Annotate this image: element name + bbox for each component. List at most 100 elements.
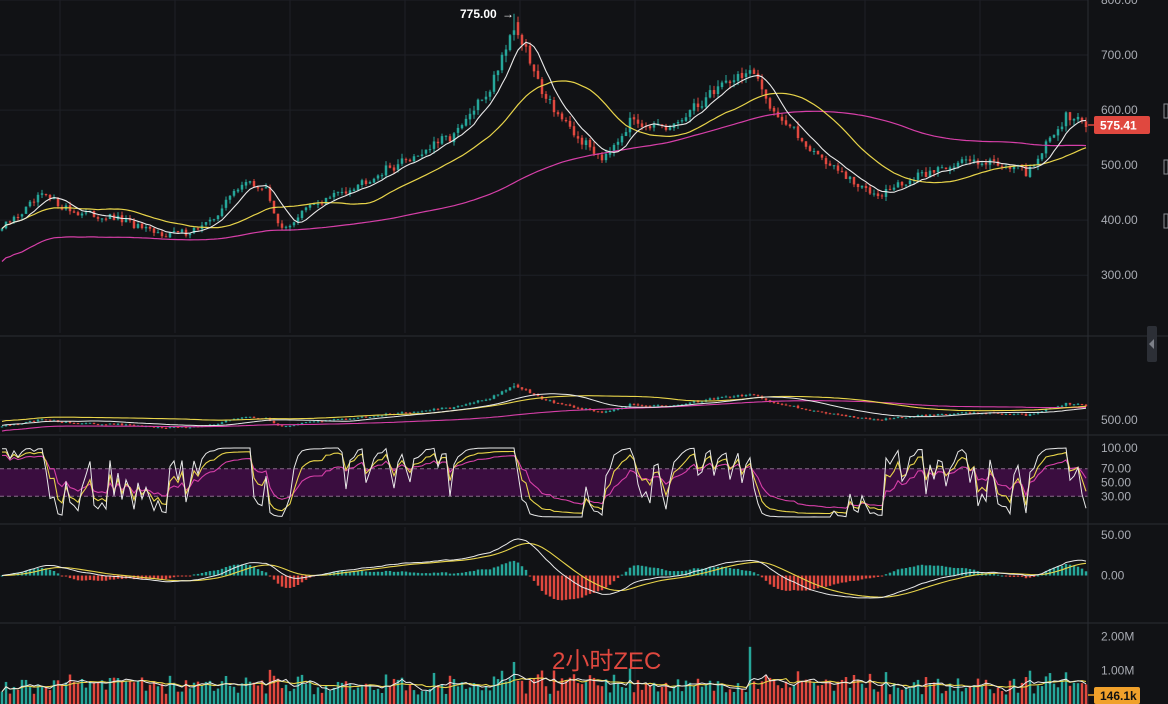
volume-bar[interactable] (296, 676, 300, 704)
volume-bar[interactable] (256, 685, 260, 704)
candle-body[interactable] (608, 151, 612, 155)
volume-bar[interactable] (860, 683, 864, 704)
overlay-candle-body[interactable] (772, 402, 776, 404)
candle-body[interactable] (668, 127, 672, 130)
volume-bar[interactable] (1044, 676, 1048, 704)
candle-body[interactable] (888, 188, 892, 190)
overlay-candle-body[interactable] (608, 410, 612, 412)
overlay-candle-body[interactable] (340, 419, 344, 421)
volume-bar[interactable] (184, 680, 188, 704)
volume-bar[interactable] (12, 686, 16, 704)
macd-histogram-bar[interactable] (852, 575, 856, 581)
macd-histogram-bar[interactable] (1084, 571, 1088, 576)
volume-bar[interactable] (808, 680, 812, 704)
candle-body[interactable] (1080, 117, 1084, 121)
overlay-candle-body[interactable] (380, 415, 384, 417)
macd-histogram-bar[interactable] (616, 575, 620, 578)
candle-body[interactable] (960, 159, 964, 163)
volume-bar[interactable] (360, 684, 364, 704)
macd-histogram-bar[interactable] (364, 571, 368, 576)
macd-histogram-bar[interactable] (40, 567, 44, 576)
candle-body[interactable] (72, 211, 76, 213)
macd-histogram-bar[interactable] (144, 575, 148, 579)
rsi-pane[interactable] (0, 447, 1088, 518)
volume-bar[interactable] (88, 681, 92, 704)
macd-histogram-bar[interactable] (116, 575, 120, 579)
overlay-candle-body[interactable] (1028, 413, 1032, 416)
candle-body[interactable] (180, 229, 184, 233)
candle-body[interactable] (728, 81, 732, 84)
macd-histogram-bar[interactable] (640, 565, 644, 576)
volume-bar[interactable] (596, 685, 600, 704)
candle-body[interactable] (1072, 119, 1076, 121)
overlay-candle-body[interactable] (596, 411, 600, 413)
macd-histogram-bar[interactable] (52, 570, 56, 576)
candle-body[interactable] (408, 159, 412, 162)
candle-body[interactable] (376, 175, 380, 179)
overlay-candle-body[interactable] (996, 412, 1000, 414)
volume-bar[interactable] (292, 688, 296, 704)
overlay-candle-body[interactable] (104, 424, 108, 426)
volume-bar[interactable] (208, 680, 212, 704)
candle-body[interactable] (1036, 158, 1040, 166)
volume-bar[interactable] (240, 683, 244, 704)
volume-bar[interactable] (456, 686, 460, 704)
candle-body[interactable] (92, 210, 96, 218)
volume-bar[interactable] (512, 661, 516, 704)
macd-histogram-bar[interactable] (264, 572, 268, 576)
candle-body[interactable] (524, 44, 528, 47)
overlay-candle-body[interactable] (1080, 404, 1084, 406)
macd-histogram-bar[interactable] (684, 570, 688, 576)
candle-body[interactable] (352, 189, 356, 192)
macd-histogram-bar[interactable] (864, 575, 868, 579)
macd-histogram-bar[interactable] (780, 575, 784, 591)
macd-histogram-bar[interactable] (916, 565, 920, 576)
volume-bar[interactable] (812, 682, 816, 704)
overlay-candle-body[interactable] (252, 416, 256, 418)
volume-bar[interactable] (616, 683, 620, 704)
macd-histogram-bar[interactable] (884, 574, 888, 576)
volume-bar[interactable] (320, 692, 324, 704)
volume-bar[interactable] (48, 690, 52, 704)
macd-histogram-bar[interactable] (92, 575, 96, 581)
candle-body[interactable] (932, 170, 936, 173)
candle-body[interactable] (432, 141, 436, 149)
candle-body[interactable] (584, 140, 588, 146)
volume-bar[interactable] (468, 687, 472, 704)
overlay-candle-body[interactable] (24, 422, 28, 424)
candle-body[interactable] (664, 125, 668, 130)
candle-body[interactable] (496, 70, 500, 76)
volume-bar[interactable] (636, 680, 640, 704)
overlay-candle-body[interactable] (552, 400, 556, 403)
macd-histogram-bar[interactable] (356, 571, 360, 576)
macd-histogram-bar[interactable] (380, 571, 384, 576)
macd-histogram-bar[interactable] (344, 571, 348, 576)
macd-histogram-bar[interactable] (716, 566, 720, 576)
candle-body[interactable] (676, 122, 680, 124)
volume-bar[interactable] (868, 673, 872, 704)
overlay-candle-body[interactable] (516, 384, 520, 388)
macd-histogram-bar[interactable] (720, 566, 724, 576)
candle-body[interactable] (80, 213, 84, 216)
overlay-candle-body[interactable] (1004, 413, 1008, 415)
volume-bar[interactable] (172, 682, 176, 704)
volume-bar[interactable] (656, 691, 660, 704)
volume-bar[interactable] (440, 684, 444, 704)
macd-histogram-bar[interactable] (536, 575, 540, 586)
candle-body[interactable] (716, 86, 720, 94)
overlay-candle-body[interactable] (476, 400, 480, 403)
volume-bar[interactable] (52, 680, 56, 704)
volume-bar[interactable] (124, 680, 128, 704)
macd-histogram-bar[interactable] (664, 570, 668, 576)
volume-bar[interactable] (108, 677, 112, 704)
candle-body[interactable] (528, 45, 532, 64)
volume-bar[interactable] (168, 675, 172, 704)
candle-body[interactable] (344, 191, 348, 194)
volume-bar[interactable] (796, 671, 800, 704)
macd-histogram-bar[interactable] (988, 573, 992, 576)
volume-bar[interactable] (884, 672, 888, 704)
overlay-candle-body[interactable] (32, 420, 36, 422)
volume-bar[interactable] (148, 684, 152, 704)
volume-bar[interactable] (980, 685, 984, 704)
